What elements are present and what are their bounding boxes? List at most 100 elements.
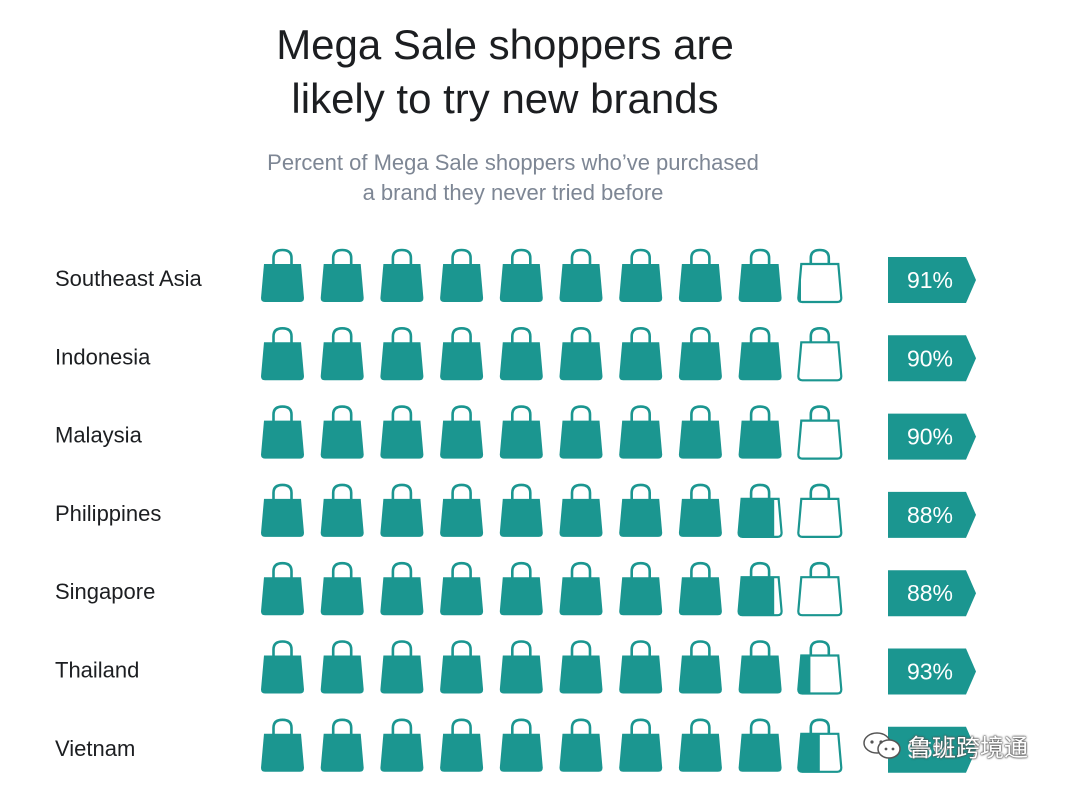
bag-handle xyxy=(510,405,532,422)
shopping-bag-icon xyxy=(380,483,424,537)
bag-body-filled xyxy=(320,498,364,537)
shopping-bag-icon xyxy=(499,718,543,772)
bag-handle xyxy=(391,718,413,735)
bag-body-filled xyxy=(678,498,722,537)
bag-body-partial-fill xyxy=(798,733,820,772)
chart-title-line-2: likely to try new brands xyxy=(291,75,719,122)
percent-tag xyxy=(888,726,976,773)
shopping-bag-icon xyxy=(738,640,782,694)
shopping-bag-icon xyxy=(380,640,424,694)
bag-handle xyxy=(749,640,771,657)
bag-body-filled xyxy=(380,577,424,616)
bag-handle xyxy=(451,405,472,422)
bag-handle xyxy=(510,248,532,265)
bag-handle xyxy=(809,561,831,579)
percent-tag xyxy=(888,413,976,460)
bag-body-filled xyxy=(678,655,722,694)
shopping-bag-icon xyxy=(619,326,663,381)
chart-row: Vietnam 95% xyxy=(55,718,976,773)
bag-body-filled xyxy=(738,264,782,302)
bag-body-filled xyxy=(559,733,603,772)
chart-title-line-1: Mega Sale shoppers are xyxy=(276,21,734,68)
bag-handle xyxy=(391,640,413,657)
bag-handle xyxy=(630,405,651,422)
bag-handle xyxy=(451,326,472,344)
shopping-bag-icon xyxy=(737,561,783,617)
shopping-bag-icon xyxy=(619,248,663,302)
bag-body-filled xyxy=(499,577,543,616)
shopping-bag-icon xyxy=(619,405,663,459)
category-label: Malaysia xyxy=(55,423,143,448)
bag-handle xyxy=(391,405,413,422)
shopping-bag-icon xyxy=(678,561,722,616)
bag-handle xyxy=(510,640,532,657)
chart-row: Philippines 88% xyxy=(55,483,976,538)
chart-subtitle: Percent of Mega Sale shoppers who’ve pur… xyxy=(0,148,1026,208)
bag-body-partial-fill xyxy=(798,267,801,302)
bag-handle xyxy=(331,718,353,735)
bag-body-filled xyxy=(619,264,663,302)
bag-handle xyxy=(391,326,413,344)
bag-handle xyxy=(749,483,771,500)
shopping-bag-icon xyxy=(797,483,843,538)
shopping-bag-icon xyxy=(559,326,603,381)
shopping-bag-icon xyxy=(261,248,304,302)
shopping-bag-icon xyxy=(380,326,424,381)
chart-row: Malaysia 90% xyxy=(55,405,976,460)
shopping-bag-icon xyxy=(559,561,603,616)
percent-tag xyxy=(888,491,976,538)
bag-handle xyxy=(690,561,711,579)
shopping-bag-icon xyxy=(737,483,783,538)
bag-body-filled xyxy=(738,420,782,459)
bag-body-filled xyxy=(320,420,364,459)
shopping-bag-icon xyxy=(440,405,484,459)
bag-body-filled xyxy=(738,733,782,772)
bag-body-filled xyxy=(559,264,603,302)
bag-handle xyxy=(809,483,831,500)
bag-handle xyxy=(331,326,353,344)
bag-handle xyxy=(809,405,831,422)
bag-handle xyxy=(272,561,293,579)
shopping-bag-icon xyxy=(320,718,364,772)
bag-handle xyxy=(690,640,711,657)
shopping-bag-icon xyxy=(678,405,722,459)
bag-handle xyxy=(749,326,771,344)
bag-body-filled xyxy=(559,577,603,616)
bag-body-filled xyxy=(499,342,543,381)
bag-body-filled xyxy=(619,498,663,537)
bag-body-filled xyxy=(619,342,663,381)
bag-body-filled xyxy=(380,342,424,381)
bag-body-filled xyxy=(320,655,364,694)
shopping-bag-icon xyxy=(559,248,603,302)
shopping-bag-icon xyxy=(320,248,364,302)
bag-body-filled xyxy=(261,498,304,537)
shopping-bag-icon xyxy=(797,248,843,304)
shopping-bag-icon xyxy=(440,248,484,302)
shopping-bag-icon xyxy=(678,248,722,302)
bag-handle xyxy=(570,718,592,735)
bag-body-filled xyxy=(380,655,424,694)
bag-handle xyxy=(809,640,831,657)
bag-handle xyxy=(749,405,771,422)
bag-handle xyxy=(510,483,532,500)
bag-handle xyxy=(272,640,293,657)
bag-handle xyxy=(630,718,651,735)
bag-handle xyxy=(331,640,353,657)
bag-handle xyxy=(690,718,711,735)
chart-row: Southeast Asia 91% xyxy=(55,248,976,304)
bag-body-filled xyxy=(261,342,304,381)
bag-handle xyxy=(272,405,293,422)
bag-body-outline xyxy=(797,576,843,617)
percent-tag xyxy=(888,570,976,617)
value-label: 90% xyxy=(907,345,953,371)
bag-body-filled xyxy=(320,342,364,381)
shopping-bag-icon xyxy=(499,405,543,459)
bag-handle xyxy=(690,483,711,500)
bag-handle xyxy=(451,718,472,735)
bag-handle xyxy=(809,248,831,265)
shopping-bag-icon xyxy=(619,561,663,616)
bag-body-filled xyxy=(440,577,484,616)
shopping-bag-icon xyxy=(559,405,603,459)
shopping-bag-icon xyxy=(380,561,424,616)
